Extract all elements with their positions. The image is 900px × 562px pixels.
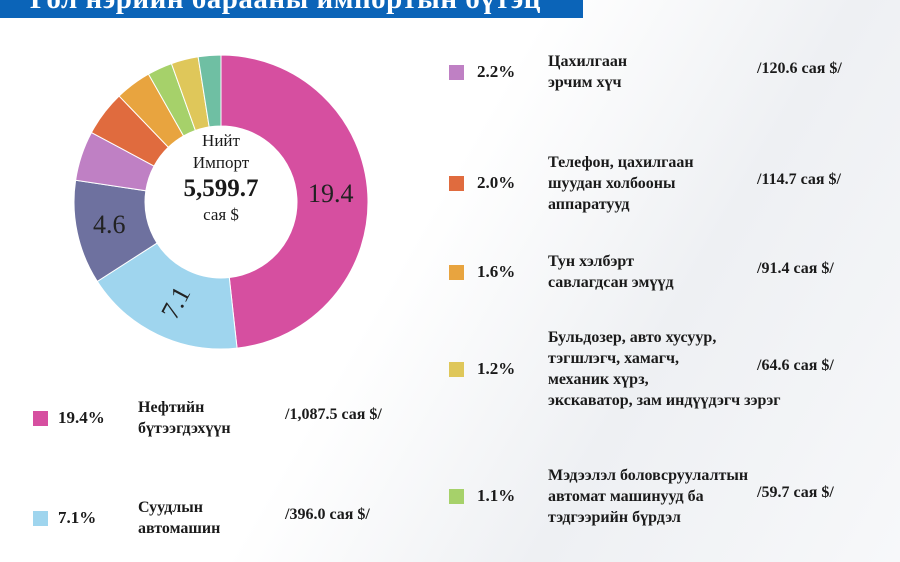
legend-name: Суудлын автомашин (138, 499, 221, 537)
legend-percent: 1.2% (477, 359, 516, 378)
legend-amount: /59.7 сая $/ (757, 484, 834, 501)
legend-swatch (33, 411, 48, 426)
legend-percent: 7.1% (58, 508, 97, 527)
legend-name: Тун хэлбэрт савлагдсан эмүүд (548, 253, 674, 291)
legend-percent: 1.1% (477, 486, 516, 505)
legend-name: Мэдээлэл боловсруулалтын автомат машинуу… (548, 466, 749, 526)
legend-amount: /396.0 сая $/ (285, 506, 370, 523)
legend-swatch (449, 176, 464, 191)
title-banner: Гол нэрийн барааны импортын бүтэц (0, 0, 583, 18)
pie-slice-1 (96, 242, 238, 350)
pie-slice-0 (220, 54, 369, 349)
legend-percent: 2.0% (477, 173, 516, 192)
pie-slice-8 (197, 54, 222, 128)
legend-percent: 19.4% (58, 408, 105, 427)
legend-swatch (449, 362, 464, 377)
legend-name: Цахилгаан эрчим хүч (548, 53, 628, 91)
legend-percent: 1.6% (477, 262, 516, 281)
donut-center-label: Нийт Импорт 5,599.7 сая $ (146, 130, 296, 226)
legend-name: Нефтийн бүтээгдэхүүн (138, 399, 231, 437)
legend-amount: /120.6 сая $/ (757, 60, 842, 77)
legend-amount: /91.4 сая $/ (757, 260, 834, 277)
legend-name: Телефон, цахилгаан шуудан холбооны аппар… (548, 153, 694, 213)
legend-name: Бульдозер, авто хусуур, тэгшлэгч, хамагч… (548, 329, 781, 409)
legend-amount: /64.6 сая $/ (757, 357, 834, 374)
legend-swatch (449, 265, 464, 280)
center-line1: Нийт (202, 131, 240, 150)
legend-swatch (449, 65, 464, 80)
legend-amount: /1,087.5 сая $/ (285, 406, 382, 423)
page-title: Гол нэрийн барааны импортын бүтэц (30, 0, 541, 16)
center-line2: Импорт (192, 153, 250, 172)
legend-swatch (449, 489, 464, 504)
slice-label-2: 4.6 (93, 210, 126, 239)
legend-amount: /114.7 сая $/ (757, 171, 841, 188)
legend-percent: 2.2% (477, 62, 516, 81)
slice-label-0: 19.4 (308, 179, 354, 208)
center-unit: сая $ (203, 205, 239, 224)
legend-swatch (33, 511, 48, 526)
center-total: 5,599.7 (183, 175, 259, 202)
